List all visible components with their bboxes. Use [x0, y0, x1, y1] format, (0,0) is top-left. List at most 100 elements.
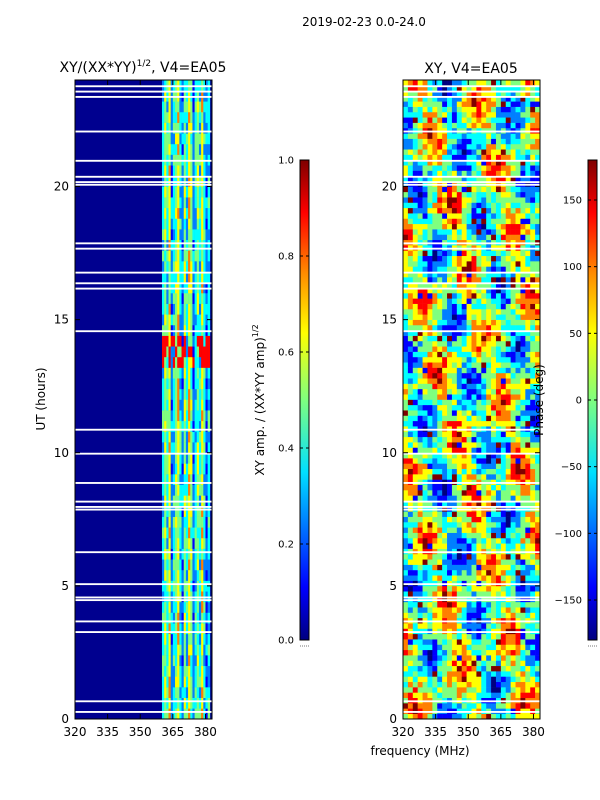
- heatmap-phase-cell: [403, 585, 409, 592]
- heatmap-phase-cell: [407, 250, 414, 257]
- heatmap-phase-cell: [500, 447, 507, 454]
- heatmap-amplitude-cell: [190, 186, 193, 198]
- heatmap-phase-cell: [476, 101, 482, 107]
- heatmap-phase-cell: [500, 660, 507, 667]
- heatmap-phase-cell: [525, 490, 531, 496]
- heatmap-amplitude-cell: [183, 569, 187, 581]
- heatmap-phase-cell: [407, 266, 414, 272]
- heatmap-phase-cell: [451, 564, 458, 571]
- heatmap-phase-cell: [437, 90, 443, 97]
- heatmap-phase-cell: [476, 543, 482, 549]
- heatmap-phase-cell: [451, 601, 458, 608]
- heatmap-phase-cell: [510, 463, 516, 470]
- heatmap-phase-cell: [451, 202, 458, 209]
- heatmap-phase-cell: [500, 159, 507, 166]
- heatmap-amplitude-cell: [172, 633, 176, 645]
- heatmap-phase-cell: [427, 197, 433, 203]
- heatmap-phase-cell: [481, 197, 487, 203]
- heatmap-phase-cell: [471, 106, 477, 113]
- heatmap-phase-cell: [422, 186, 428, 193]
- heatmap-phase-cell: [525, 537, 531, 544]
- heatmap-phase-cell: [515, 703, 521, 709]
- heatmap-phase-cell: [481, 383, 487, 390]
- heatmap-phase-cell: [530, 431, 536, 438]
- heatmap-amplitude-cell: [207, 133, 211, 145]
- heatmap-phase-cell: [525, 165, 531, 171]
- heatmap-amplitude-cell: [194, 335, 198, 347]
- heatmap-amplitude-cell: [194, 623, 198, 635]
- heatmap-amplitude-cell: [170, 484, 174, 496]
- heatmap-amplitude-cell: [190, 271, 193, 283]
- heatmap-phase-cell: [510, 511, 516, 517]
- heatmap-amplitude-cell: [194, 111, 198, 123]
- heatmap-amplitude-cell: [188, 293, 191, 304]
- heatmap-amplitude-cell: [207, 410, 211, 422]
- heatmap-phase-gap: [403, 596, 540, 599]
- heatmap-phase-cell: [403, 537, 409, 544]
- heatmap-amplitude-cell: [196, 197, 200, 209]
- heatmap-phase-cell: [412, 117, 418, 123]
- heatmap-phase-cell: [451, 442, 458, 448]
- heatmap-phase-cell: [422, 261, 428, 267]
- heatmap-phase-cell: [530, 649, 536, 656]
- heatmap-amplitude-cell: [183, 559, 187, 571]
- heatmap-phase-cell: [495, 660, 502, 667]
- heatmap-phase-cell: [520, 154, 526, 161]
- heatmap-phase-cell: [407, 346, 414, 352]
- heatmap-phase-cell: [466, 447, 472, 454]
- heatmap-phase-cell: [476, 277, 482, 283]
- heatmap-amplitude-cell: [183, 111, 187, 123]
- heatmap-phase-cell: [412, 234, 418, 241]
- heatmap-amplitude-cell: [196, 676, 200, 688]
- heatmap-amplitude: [75, 80, 212, 719]
- heatmap-phase-cell: [456, 319, 463, 326]
- heatmap-phase-cell: [500, 170, 507, 177]
- heatmap-phase-cell: [486, 277, 492, 283]
- heatmap-amplitude-cell: [185, 250, 189, 262]
- heatmap-phase-cell: [427, 330, 433, 336]
- heatmap-phase-cell: [461, 404, 467, 411]
- heatmap-phase-cell: [515, 218, 521, 225]
- heatmap-phase-cell: [481, 495, 487, 501]
- heatmap-phase-cell: [437, 122, 443, 129]
- heatmap-phase-cell: [535, 362, 540, 368]
- heatmap-phase-cell: [471, 255, 477, 262]
- heatmap-amplitude-cell: [183, 218, 187, 230]
- heatmap-amplitude-cell: [181, 612, 185, 624]
- heatmap-phase-cell: [515, 612, 521, 619]
- heatmap-amplitude-cell: [203, 335, 206, 347]
- heatmap-amplitude-cell: [194, 314, 198, 326]
- heatmap-phase-cell: [461, 474, 467, 480]
- heatmap-amplitude-cell: [183, 708, 187, 719]
- heatmap-phase-cell: [417, 90, 423, 97]
- heatmap-phase-cell: [456, 495, 463, 501]
- heatmap-amplitude-cell: [183, 442, 187, 454]
- heatmap-phase-cell: [403, 665, 409, 672]
- heatmap-phase-cell: [495, 537, 502, 544]
- heatmap-phase-cell: [476, 671, 482, 677]
- heatmap-amplitude-cell: [172, 687, 176, 698]
- heatmap-phase-cell: [456, 202, 463, 209]
- heatmap-phase-cell: [491, 458, 497, 464]
- heatmap-phase-cell: [466, 282, 472, 288]
- heatmap-phase-cell: [456, 490, 463, 496]
- heatmap-phase-cell: [510, 85, 516, 91]
- heatmap-phase-cell: [447, 404, 453, 411]
- heatmap-phase-cell: [525, 495, 531, 501]
- heatmap-phase-cell: [500, 346, 507, 352]
- heatmap-phase-cell: [535, 335, 540, 342]
- heatmap-phase-cell: [407, 298, 414, 304]
- heatmap-phase-cell: [417, 143, 423, 150]
- heatmap-phase-cell: [456, 378, 463, 384]
- heatmap-phase-cell: [476, 85, 482, 91]
- heatmap-phase-cell: [412, 340, 418, 347]
- heatmap-phase-cell: [481, 532, 487, 539]
- heatmap-phase-cell: [500, 261, 507, 267]
- heatmap-amplitude-cell: [168, 399, 171, 411]
- heatmap-phase-cell: [481, 404, 487, 411]
- heatmap-phase-cell: [530, 532, 536, 539]
- heatmap-amplitude-cell: [190, 218, 193, 230]
- heatmap-phase-cell: [432, 367, 438, 374]
- heatmap-phase-cell: [500, 553, 507, 560]
- heatmap-amplitude-cell: [207, 442, 211, 454]
